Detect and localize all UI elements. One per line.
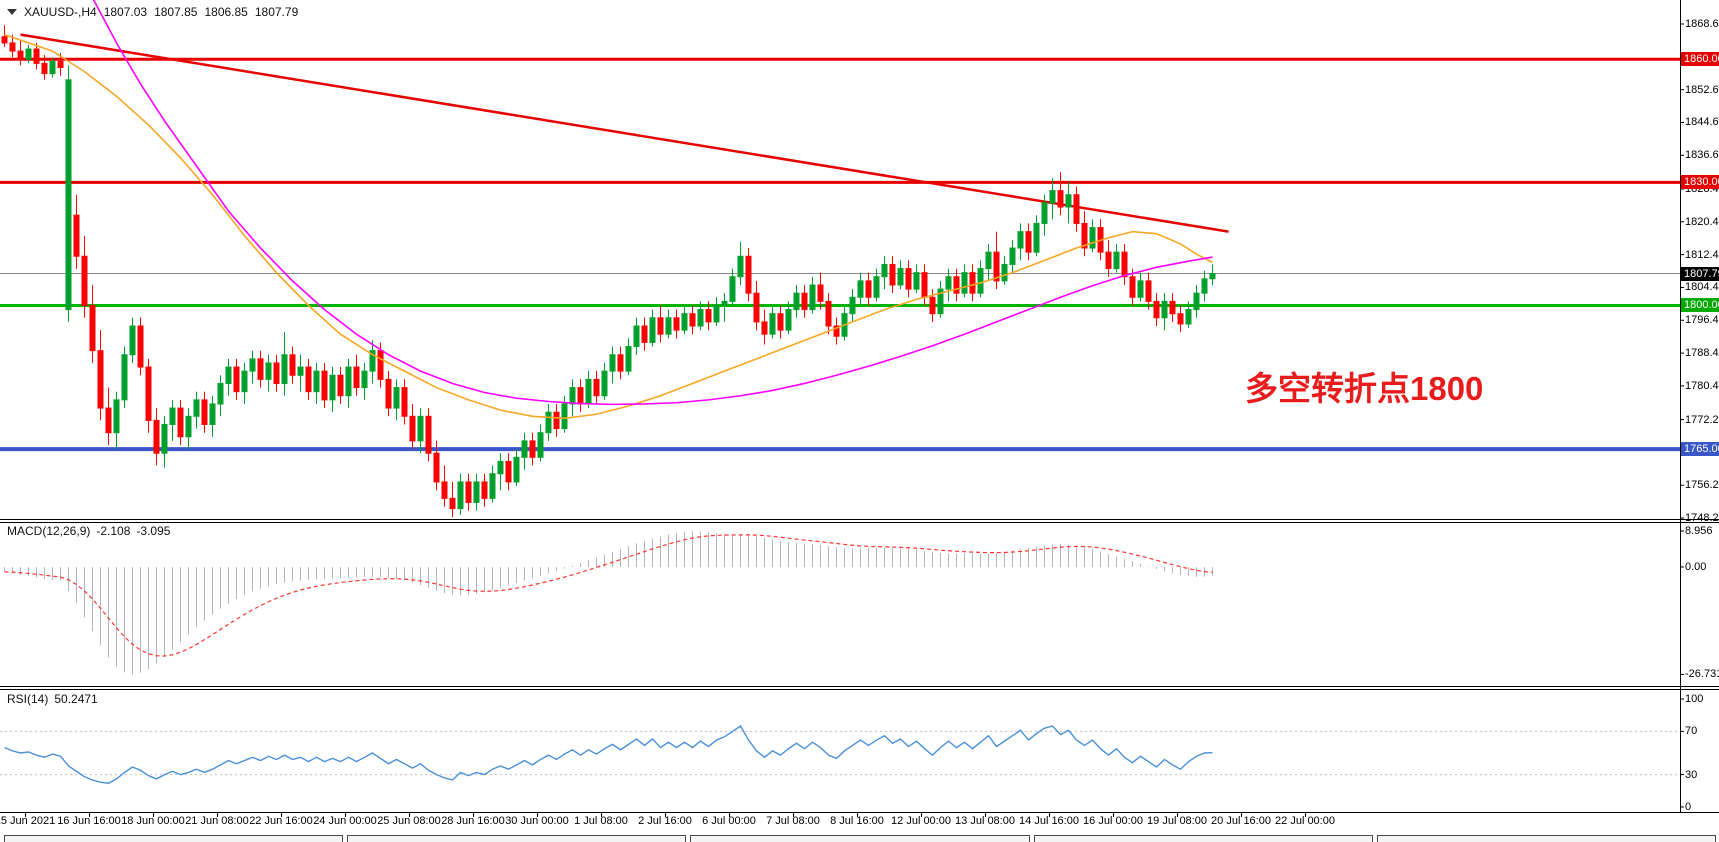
- price-tick-label: 1812.40: [1685, 248, 1719, 261]
- rsi-scale-label: 100: [1685, 693, 1704, 705]
- rsi-name: RSI(14): [7, 692, 49, 706]
- taskbar-button[interactable]: [347, 835, 687, 842]
- time-tick-label: 16 Jul 00:00: [1083, 815, 1143, 827]
- symbol-header: XAUUSD-,H4 1807.03 1807.85 1806.85 1807.…: [7, 5, 298, 19]
- macd-name: MACD(12,26,9): [7, 524, 91, 538]
- price-tick-label: 1756.20: [1685, 479, 1719, 492]
- time-tick-label: 16 Jun 16:00: [57, 815, 121, 827]
- price-tick-label: 1748.20: [1685, 512, 1719, 525]
- time-tick-label: 21 Jun 08:00: [185, 815, 249, 827]
- price-level-box: 1807.79: [1681, 266, 1719, 281]
- rsi-indicator-label: RSI(14) 50.2471: [7, 692, 98, 706]
- rsi-scale-label: 70: [1685, 725, 1698, 738]
- time-tick-label: 28 Jun 16:00: [441, 815, 505, 827]
- taskbar-button[interactable]: [4, 835, 344, 842]
- price-tick-label: 1780.40: [1685, 379, 1719, 392]
- price-tick-label: 1804.40: [1685, 281, 1719, 294]
- price-tick-label: 1788.40: [1685, 347, 1719, 360]
- macd-scale-label: 0.00: [1685, 561, 1707, 573]
- price-tick-label: 1836.60: [1685, 149, 1719, 162]
- time-tick-label: 6 Jul 00:00: [702, 815, 756, 827]
- time-tick-label: 30 Jun 00:00: [505, 815, 569, 827]
- price-tick-label: 1796.40: [1685, 314, 1719, 327]
- price-level-box: 1765.00: [1681, 442, 1719, 457]
- time-axis[interactable]: 15 Jun 2021 16 Jun 16:00 18 Jun 00:00 21 Ju…: [0, 813, 1719, 833]
- price-level-box: 1860.00: [1681, 52, 1719, 67]
- time-tick-label: 22 Jun 16:00: [249, 815, 313, 827]
- time-tick-label: 14 Jul 16:00: [1019, 815, 1079, 827]
- macd-signal-value: -3.095: [136, 524, 171, 538]
- macd-main-value: -2.108: [96, 524, 131, 538]
- time-tick-label: 22 Jul 00:00: [1275, 815, 1335, 827]
- symbol-title: XAUUSD-,H4: [24, 5, 97, 19]
- taskbar-button[interactable]: [1033, 835, 1373, 842]
- taskbar-strip: [4, 835, 1716, 842]
- macd-indicator-label: MACD(12,26,9) -2.108 -3.095: [7, 524, 170, 538]
- ohlc-close: 1807.79: [254, 5, 299, 19]
- macd-scale-label: -26.731: [1685, 668, 1719, 681]
- taskbar-button[interactable]: [1376, 835, 1716, 842]
- time-tick-label: 19 Jul 08:00: [1147, 815, 1207, 827]
- time-tick-label: 15 Jun 2021: [0, 815, 56, 827]
- price-tick-label: 1868.60: [1685, 18, 1719, 30]
- price-level-box: 1800.00: [1681, 298, 1719, 313]
- ohlc-low: 1806.85: [204, 5, 248, 19]
- time-tick-label: 18 Jun 00:00: [121, 815, 185, 827]
- trade-annotation: 多空转折点1800: [1245, 370, 1484, 407]
- time-tick-label: 13 Jul 08:00: [955, 815, 1015, 827]
- time-tick-label: 8 Jul 16:00: [830, 815, 884, 827]
- time-tick-label: 12 Jul 00:00: [891, 815, 951, 827]
- time-tick-label: 25 Jun 08:00: [377, 815, 441, 827]
- ohlc-high: 1807.85: [154, 5, 198, 19]
- price-tick-label: 1844.60: [1685, 116, 1719, 129]
- time-tick-label: 7 Jul 08:00: [766, 815, 820, 827]
- rsi-value: 50.2471: [54, 692, 98, 706]
- time-tick-label: 20 Jul 16:00: [1211, 815, 1271, 827]
- rsi-scale-label: 30: [1685, 768, 1698, 781]
- time-tick-label: 1 Jul 08:00: [574, 815, 628, 827]
- time-tick-label: 2 Jul 16:00: [638, 815, 692, 827]
- price-axis[interactable]: 1868.601852.601844.601836.601828.401820.…: [1680, 0, 1719, 813]
- price-tick-label: 1852.60: [1685, 83, 1719, 96]
- rsi-scale-label: 0: [1685, 801, 1692, 813]
- macd-scale-label: 8.956: [1685, 524, 1713, 537]
- price-tick-label: 1772.20: [1685, 413, 1719, 426]
- ohlc-open: 1807.03: [103, 5, 148, 19]
- price-level-box: 1830.00: [1681, 175, 1719, 190]
- price-tick-label: 1820.40: [1685, 215, 1719, 228]
- symbol-dropdown-icon[interactable]: [7, 9, 17, 15]
- taskbar-button[interactable]: [690, 835, 1030, 842]
- time-tick-label: 24 Jun 00:00: [313, 815, 377, 827]
